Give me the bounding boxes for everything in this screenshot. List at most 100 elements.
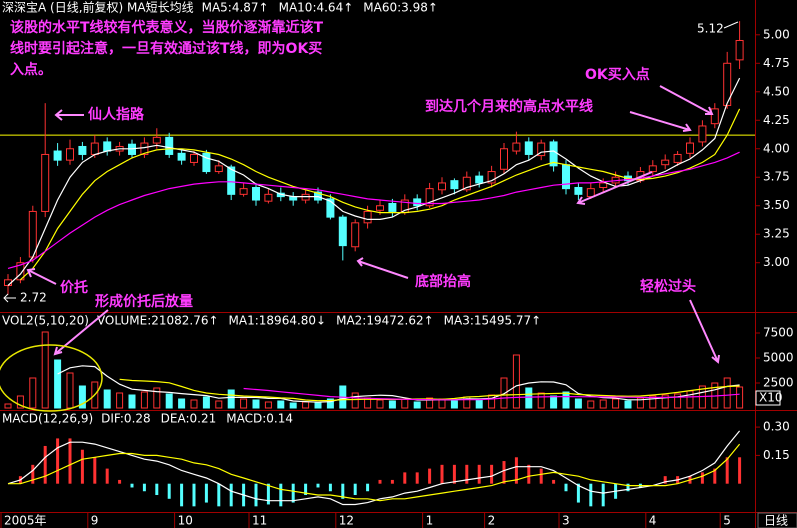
panel-title: MACD(12,26,9) xyxy=(2,412,93,426)
candle-body xyxy=(90,142,99,155)
y-tick-label: 0.15 xyxy=(763,448,790,462)
volume-bar xyxy=(376,399,384,409)
y-tick-label: 4.50 xyxy=(763,84,790,98)
candle-body xyxy=(239,188,248,195)
x-tick-label: 10 xyxy=(178,514,193,528)
candle-body xyxy=(487,171,496,184)
period-label: 日线 xyxy=(764,514,788,528)
volume-bar xyxy=(450,400,458,409)
candle-body xyxy=(190,153,198,163)
legend-entry: MA1:18964.80↓ xyxy=(229,314,327,328)
note-line: 该股的水平T线较有代表意义，当股价逐渐靠近该T xyxy=(10,19,324,36)
candle-body xyxy=(462,176,471,191)
legend-entry: DIF:0.28 xyxy=(101,412,151,426)
annotation: 价托 xyxy=(60,279,88,296)
candle-body xyxy=(264,193,273,202)
candle-body xyxy=(599,182,608,189)
max-label: 5.12 xyxy=(697,22,724,36)
volume-bar xyxy=(289,402,297,409)
x-tick-label: 4 xyxy=(649,514,657,528)
legend-entry: MACD:0.14 xyxy=(226,412,293,426)
volume-bar xyxy=(29,377,37,409)
candle-body xyxy=(227,166,236,195)
candle-body xyxy=(103,141,112,152)
y-tick-label: 2500 xyxy=(763,376,794,390)
candle-body xyxy=(140,142,149,155)
candle-body xyxy=(351,222,360,248)
candle-body xyxy=(512,142,521,152)
volume-bar xyxy=(314,402,322,409)
y-tick-label: 7500 xyxy=(763,326,794,340)
candle-body xyxy=(413,198,422,207)
series-line xyxy=(243,387,740,401)
y-tick-label: 3.50 xyxy=(763,198,790,212)
candle-body xyxy=(537,142,546,157)
y-tick-label: 4.25 xyxy=(763,113,790,127)
legend-entry: MA10:4.64↑ xyxy=(279,1,354,15)
volume-bar xyxy=(649,395,657,409)
candle-body xyxy=(698,125,707,143)
volume-bar xyxy=(426,397,434,409)
candle-body xyxy=(648,165,657,173)
volume-bar xyxy=(4,403,12,409)
x-tick-label: 2005年 xyxy=(4,514,47,528)
volume-bar xyxy=(116,392,124,409)
annotation: OK买入点 xyxy=(585,66,650,83)
series-line xyxy=(8,443,741,502)
candle-body xyxy=(252,187,260,201)
volume-bar xyxy=(227,389,235,409)
volume-bar xyxy=(277,400,285,409)
volume-bar xyxy=(66,372,74,409)
arrow xyxy=(629,111,692,132)
x-tick-label: 3 xyxy=(562,514,570,528)
volume-bar xyxy=(178,398,186,409)
candle-body xyxy=(214,165,223,173)
candle-body xyxy=(78,145,87,155)
arrow xyxy=(26,268,57,285)
y-tick-label: 4.00 xyxy=(763,141,790,155)
volume-bar xyxy=(574,398,582,409)
max-pointer xyxy=(723,21,739,29)
legend-entry: DEA:0.21 xyxy=(161,412,217,426)
candle-body xyxy=(376,205,384,211)
arrow xyxy=(689,299,720,364)
volume-bar xyxy=(326,398,334,409)
candle-body xyxy=(524,141,533,155)
volume-bar xyxy=(550,395,558,409)
series-line xyxy=(7,430,741,506)
volume-bar xyxy=(41,331,49,409)
candle-body xyxy=(338,216,347,247)
y-tick-label: 3.00 xyxy=(763,255,790,269)
candle-body xyxy=(438,182,446,191)
x-tick-label: 12 xyxy=(339,514,354,528)
candle-body xyxy=(723,62,732,106)
candle-body xyxy=(673,153,682,163)
y-tick-label: 3.25 xyxy=(763,227,790,241)
arrow xyxy=(54,109,84,121)
unit-label: X10 xyxy=(759,391,783,405)
annotation: 到达几个月来的高点水平线 xyxy=(425,98,593,115)
volume-bar xyxy=(674,393,682,409)
candle-body xyxy=(41,153,50,212)
candle-body xyxy=(562,164,570,190)
volume-bar xyxy=(686,390,694,409)
volume-bar xyxy=(475,399,483,409)
x-tick-label: 2 xyxy=(488,514,496,528)
y-tick-label: 4.75 xyxy=(763,56,790,70)
volume-bar xyxy=(165,393,173,409)
candle-body xyxy=(425,188,434,207)
annotation: 轻松过头 xyxy=(640,278,696,295)
volume-bar xyxy=(78,385,86,409)
volume-bar xyxy=(16,395,24,409)
annotation: 底部抬高 xyxy=(415,273,471,290)
annotation: 仙人指路 xyxy=(88,106,145,123)
volume-bar xyxy=(215,400,223,409)
volume-bar xyxy=(202,396,210,409)
volume-bar xyxy=(525,387,533,409)
candle-body xyxy=(500,148,508,170)
y-tick-label: 3.75 xyxy=(763,170,790,184)
legend-entry: MA60:3.98↑ xyxy=(363,1,438,15)
unit-box xyxy=(755,390,781,406)
candle-body xyxy=(450,180,459,190)
